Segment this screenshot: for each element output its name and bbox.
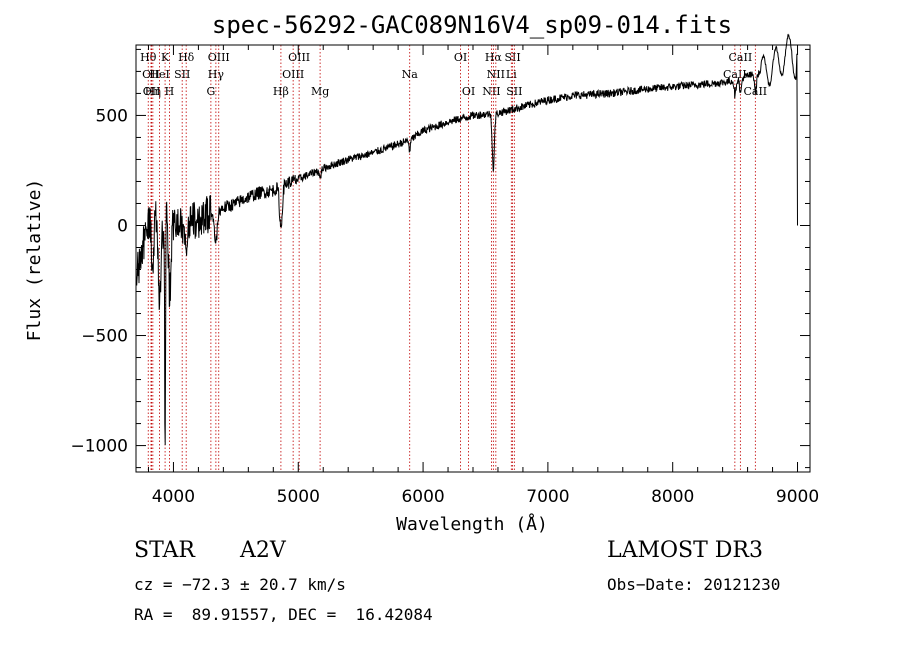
y-tick-label: −500 [81,327,128,347]
line-marker-label: CaII [729,51,753,64]
object-class: STAR [134,538,195,563]
line-marker-label: NII [487,68,505,81]
x-tick-label: 9000 [776,487,819,507]
line-marker-label: Mg [311,85,329,98]
coordinates: RA = 89.91557, DEC = 16.42084 [134,605,433,624]
line-marker-label: Na [402,68,419,81]
x-tick-label: 6000 [401,487,444,507]
spectrum-line [135,33,798,446]
chart-title: spec-56292-GAC089N16V4_sp09-014.fits [212,11,732,39]
line-marker-label: SII [506,85,522,98]
line-marker-label: Hθ [140,51,157,64]
line-marker-label: OIII [288,51,310,64]
line-marker-label: Hη [145,85,161,98]
object-subclass: A2V [240,538,286,563]
line-marker-label: SII [504,51,520,64]
line-marker-label: OII [142,68,160,81]
spectrum-series [135,33,798,446]
y-tick-label: −1000 [70,437,128,457]
survey-name: LAMOST DR3 [607,538,763,563]
redshift-velocity: cz = −72.3 ± 20.7 km/s [134,575,346,594]
y-tick-label: 0 [117,216,128,236]
line-marker-label: K [161,51,170,64]
line-marker-label: SII [174,68,190,81]
line-marker-label: Hδ [178,51,195,64]
x-axis-label: Wavelength (Å) [396,513,548,535]
line-marker-label: OI [462,85,475,98]
line-marker-label: Hβ [273,85,289,98]
observation-date: Obs−Date: 20121230 [607,575,781,594]
line-marker-label: H [165,85,175,98]
line-marker-label: Hα [485,51,503,64]
line-marker-label: NII [482,85,500,98]
line-marker-label: Hγ [208,68,225,81]
line-markers: HθOIIOIIHηHeIKHSIIHδGHγOIIIHβOIIIOIIIMgN… [140,45,767,472]
x-tick-label: 7000 [526,487,569,507]
line-marker-label: G [206,85,215,98]
x-tick-label: 5000 [277,487,320,507]
line-marker-label: HeI [149,68,169,81]
line-marker-label: OI [454,51,467,64]
line-marker-label: OII [143,85,161,98]
line-marker-label: Li [506,68,517,81]
y-tick-label: 500 [96,106,128,126]
line-marker-label: OIII [208,51,230,64]
x-tick-label: 4000 [152,487,195,507]
y-axis-label: Flux (relative) [24,179,45,342]
plot-frame [135,44,811,473]
x-tick-label: 8000 [651,487,694,507]
line-marker-label: OIII [282,68,304,81]
